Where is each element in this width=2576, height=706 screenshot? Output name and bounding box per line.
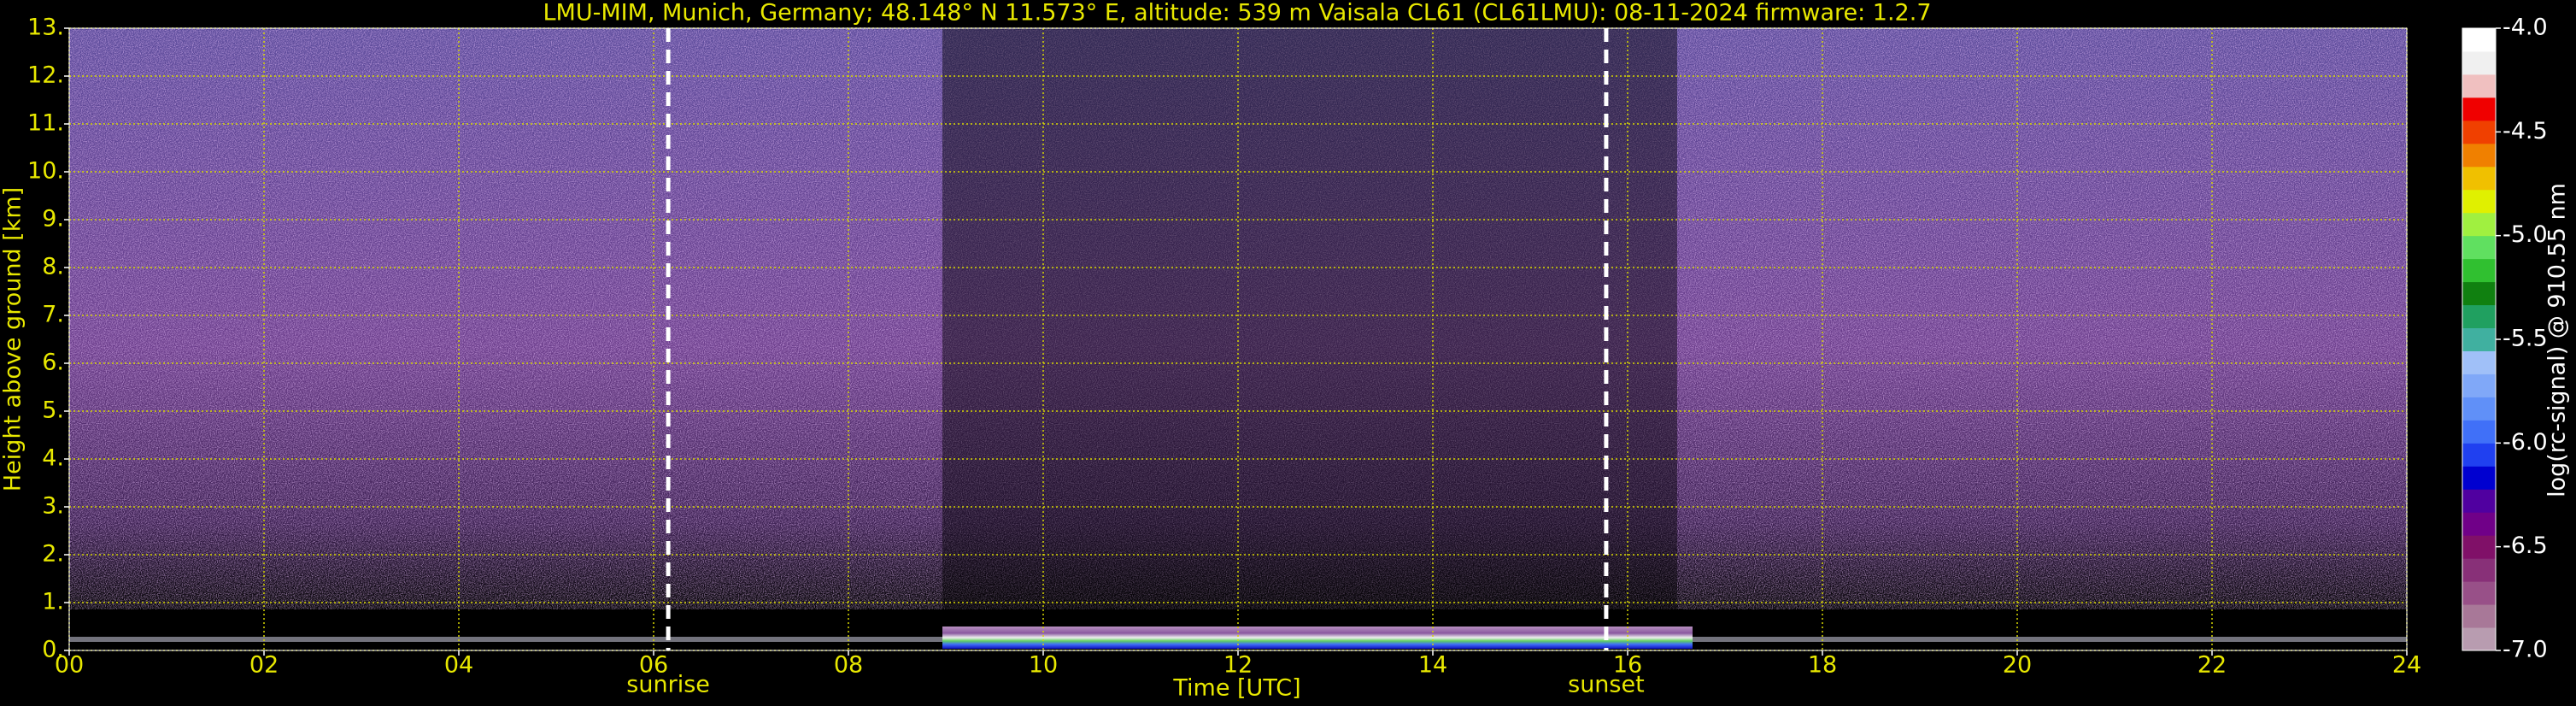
x-tick-label: 16: [1613, 652, 1642, 679]
y-tick-label: 5.: [42, 397, 64, 424]
y-tick-label: 12.: [27, 62, 64, 89]
colorbar-label: log(rc-signal) @ 910.55 nm: [2544, 183, 2571, 497]
colorbar-segment: [2462, 120, 2496, 144]
x-tick-label: 02: [249, 652, 279, 679]
colorbar-segment: [2462, 143, 2496, 168]
colorbar-segment: [2462, 581, 2496, 605]
colorbar-segment: [2462, 397, 2496, 421]
backscatter-image: [69, 28, 2407, 650]
colorbar-segment: [2462, 535, 2496, 559]
annotation-label: sunrise: [626, 672, 710, 698]
colorbar-tick-label: -5.5: [2503, 326, 2548, 352]
x-tick-label: 20: [2003, 652, 2032, 679]
y-tick-label: 4.: [42, 445, 64, 472]
colorbar-tick-label: -7.0: [2503, 637, 2548, 663]
x-tick-label: 08: [834, 652, 863, 679]
colorbar-segment: [2462, 97, 2496, 121]
colorbar-segment: [2462, 50, 2496, 75]
y-tick-label: 13.: [27, 15, 64, 41]
colorbar-segment: [2462, 489, 2496, 513]
colorbar-segment: [2462, 374, 2496, 397]
colorbar-tick-label: -6.0: [2503, 429, 2548, 456]
y-tick-label: 6.: [42, 350, 64, 376]
colorbar-segment: [2462, 327, 2496, 351]
x-tick-label: 24: [2392, 652, 2421, 679]
annotation-label: sunset: [1568, 672, 1645, 698]
chart-title: LMU-MIM, Munich, Germany; 48.148° N 11.5…: [543, 0, 1931, 26]
colorbar-segment: [2462, 235, 2496, 260]
colorbar-tick-label: -4.0: [2503, 15, 2548, 41]
y-tick-label: 2.: [42, 541, 64, 568]
colorbar-segment: [2462, 281, 2496, 306]
colorbar-tick-label: -5.0: [2503, 221, 2548, 248]
colorbar-segment: [2462, 466, 2496, 490]
y-tick-label: 3.: [42, 493, 64, 520]
y-axis-label: Height above ground [km]: [0, 187, 26, 491]
y-tick-label: 7.: [42, 302, 64, 328]
colorbar-segment: [2462, 212, 2496, 237]
x-tick-label: 22: [2198, 652, 2227, 679]
x-tick-label: 06: [639, 652, 668, 679]
x-tick-label: 12: [1223, 652, 1253, 679]
colorbar-segment: [2462, 512, 2496, 536]
colorbar-segment: [2462, 350, 2496, 374]
x-tick-label: 10: [1029, 652, 1058, 679]
y-tick-label: 1.: [42, 589, 64, 615]
colorbar-segment: [2462, 258, 2496, 283]
y-tick-label: 0.: [42, 637, 64, 663]
x-axis-label: Time [UTC]: [1172, 675, 1300, 702]
colorbar-segment: [2462, 627, 2496, 651]
colorbar-tick-label: -6.5: [2503, 532, 2548, 559]
colorbar-segment: [2462, 443, 2496, 467]
x-tick-label: 00: [55, 652, 84, 679]
colorbar-segment: [2462, 74, 2496, 98]
colorbar-segment: [2462, 420, 2496, 444]
colorbar-segment: [2462, 558, 2496, 582]
y-tick-label: 11.: [27, 110, 64, 137]
colorbar-segment: [2462, 166, 2496, 191]
x-tick-label: 18: [1808, 652, 1837, 679]
y-tick-label: 9.: [42, 206, 64, 232]
colorbar-segment: [2462, 189, 2496, 214]
y-tick-label: 8.: [42, 254, 64, 280]
colorbar-segment: [2462, 304, 2496, 329]
x-tick-label: 04: [444, 652, 473, 679]
colorbar-segment: [2462, 28, 2496, 52]
colorbar-segment: [2462, 604, 2496, 628]
x-tick-label: 14: [1418, 652, 1447, 679]
y-tick-label: 10.: [27, 158, 64, 185]
colorbar-tick-label: -4.5: [2503, 118, 2548, 144]
